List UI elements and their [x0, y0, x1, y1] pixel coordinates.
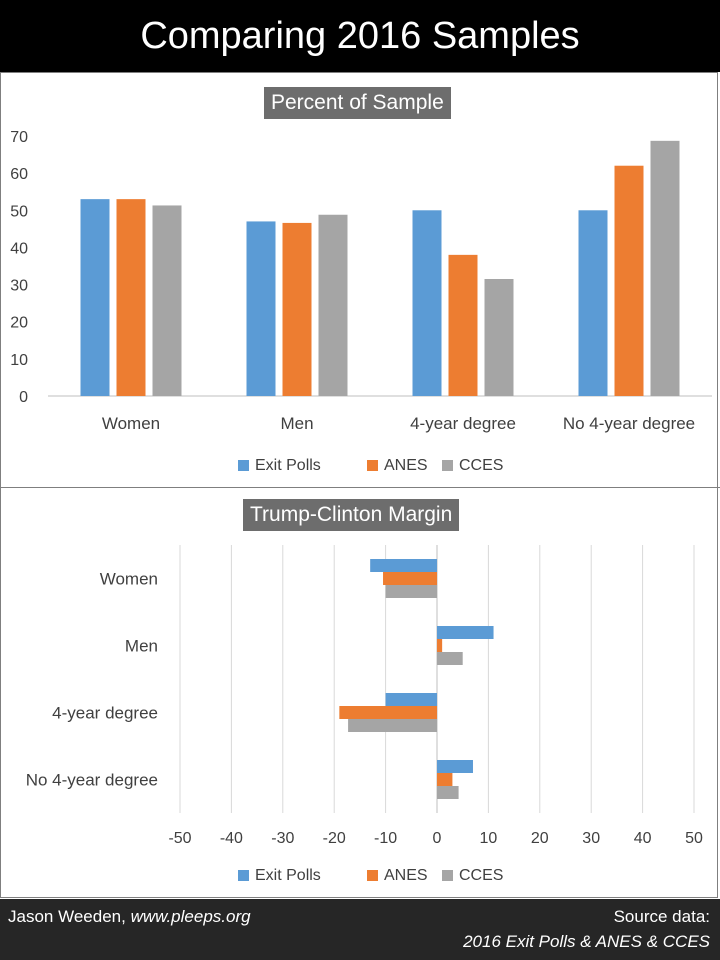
footer-url: www.pleeps.org [130, 907, 251, 926]
x-tick-label: 0 [433, 830, 442, 847]
header-bar: Comparing 2016 Samples [0, 0, 720, 72]
x-tick-label: Women [102, 414, 160, 433]
chart-panel-border [0, 72, 718, 898]
trump-clinton-margin-chart: -50 -40 -30 -20 -10 0 10 20 30 40 50 Women Men 4-year… [26, 545, 703, 884]
y-tick-label: 60 [10, 166, 28, 183]
legend-label-anes: ANES [384, 867, 428, 884]
x-tick-label: Men [280, 414, 313, 433]
y-category-label: Women [100, 570, 158, 589]
y-tick-label: 30 [10, 278, 28, 295]
bar-cces-men [318, 214, 348, 396]
legend-label-cces: CCES [459, 867, 503, 884]
x-tick-label: 40 [634, 830, 652, 847]
x-tick-label: -50 [168, 830, 191, 847]
legend-swatch-anes [367, 460, 378, 471]
x-tick-label: 10 [480, 830, 498, 847]
bar-exit-polls-women [80, 199, 110, 396]
y-category-label: 4-year degree [52, 704, 158, 723]
page-title: Comparing 2016 Samples [140, 14, 580, 57]
x-tick-label: 4-year degree [410, 414, 516, 433]
bar-cces-4-year-degree [348, 719, 437, 732]
panel-divider [0, 487, 720, 488]
chart-title-percent: Percent of Sample [264, 87, 451, 119]
bar-anes-4-year-degree [448, 254, 478, 396]
bar-exit-polls-no-4-year-degree [437, 760, 473, 773]
bar-anes-men [282, 222, 312, 396]
x-tick-label: -10 [374, 830, 397, 847]
x-tick-label: No 4-year degree [563, 414, 695, 433]
bar-cces-4-year-degree [484, 279, 514, 396]
legend-swatch-exit-polls [238, 870, 249, 881]
x-tick-label: 50 [685, 830, 703, 847]
x-tick-label: -20 [323, 830, 346, 847]
legend-swatch-cces [442, 460, 453, 471]
footer-author: Jason Weeden, [8, 907, 126, 926]
chart-title-margin: Trump-Clinton Margin [243, 499, 460, 531]
bar-cces-women [152, 205, 182, 396]
footer-bar: Jason Weeden, www.pleeps.org Source data… [0, 899, 720, 960]
legend-swatch-exit-polls [238, 460, 249, 471]
y-tick-label: 50 [10, 203, 28, 220]
y-tick-label: 0 [19, 389, 28, 406]
legend-label-anes: ANES [384, 457, 428, 474]
footer-source-label: Source data: [613, 907, 710, 926]
bar-exit-polls-women [370, 559, 437, 572]
y-category-label: Men [125, 637, 158, 656]
legend-swatch-anes [367, 870, 378, 881]
y-tick-label: 70 [10, 129, 28, 146]
bar-cces-no-4-year-degree [437, 786, 459, 799]
bar-cces-men [437, 652, 463, 665]
bar-exit-polls-no-4-year-degree [578, 210, 608, 396]
x-tick-label: -40 [220, 830, 243, 847]
bar-anes-no-4-year-degree [614, 165, 644, 396]
x-tick-label: 20 [531, 830, 549, 847]
bar-exit-polls-men [246, 221, 276, 396]
legend-label-exit-polls: Exit Polls [255, 867, 321, 884]
percent-of-sample-chart: 0 10 20 30 40 50 60 70 Women Men 4-year degree No 4… [10, 129, 712, 474]
x-tick-label: 30 [582, 830, 600, 847]
bar-exit-polls-4-year-degree [385, 693, 437, 706]
bar-anes-4-year-degree [339, 706, 437, 719]
bar-cces-no-4-year-degree [650, 140, 680, 396]
y-tick-label: 10 [10, 352, 28, 369]
bar-exit-polls-4-year-degree [412, 210, 442, 396]
x-tick-label: -30 [271, 830, 294, 847]
bar-cces-women [385, 585, 437, 598]
bar-anes-women [383, 572, 437, 585]
bar-anes-men [437, 639, 443, 652]
y-category-label: No 4-year degree [26, 771, 158, 790]
legend-label-cces: CCES [459, 457, 503, 474]
footer-source-text: 2016 Exit Polls & ANES & CCES [463, 932, 710, 951]
legend-label-exit-polls: Exit Polls [255, 457, 321, 474]
legend-swatch-cces [442, 870, 453, 881]
bar-anes-no-4-year-degree [437, 773, 453, 786]
footer-credit: Jason Weeden, www.pleeps.org [8, 907, 251, 927]
y-tick-label: 20 [10, 315, 28, 332]
bar-anes-women [116, 199, 146, 396]
bar-exit-polls-men [437, 626, 494, 639]
y-tick-label: 40 [10, 240, 28, 257]
